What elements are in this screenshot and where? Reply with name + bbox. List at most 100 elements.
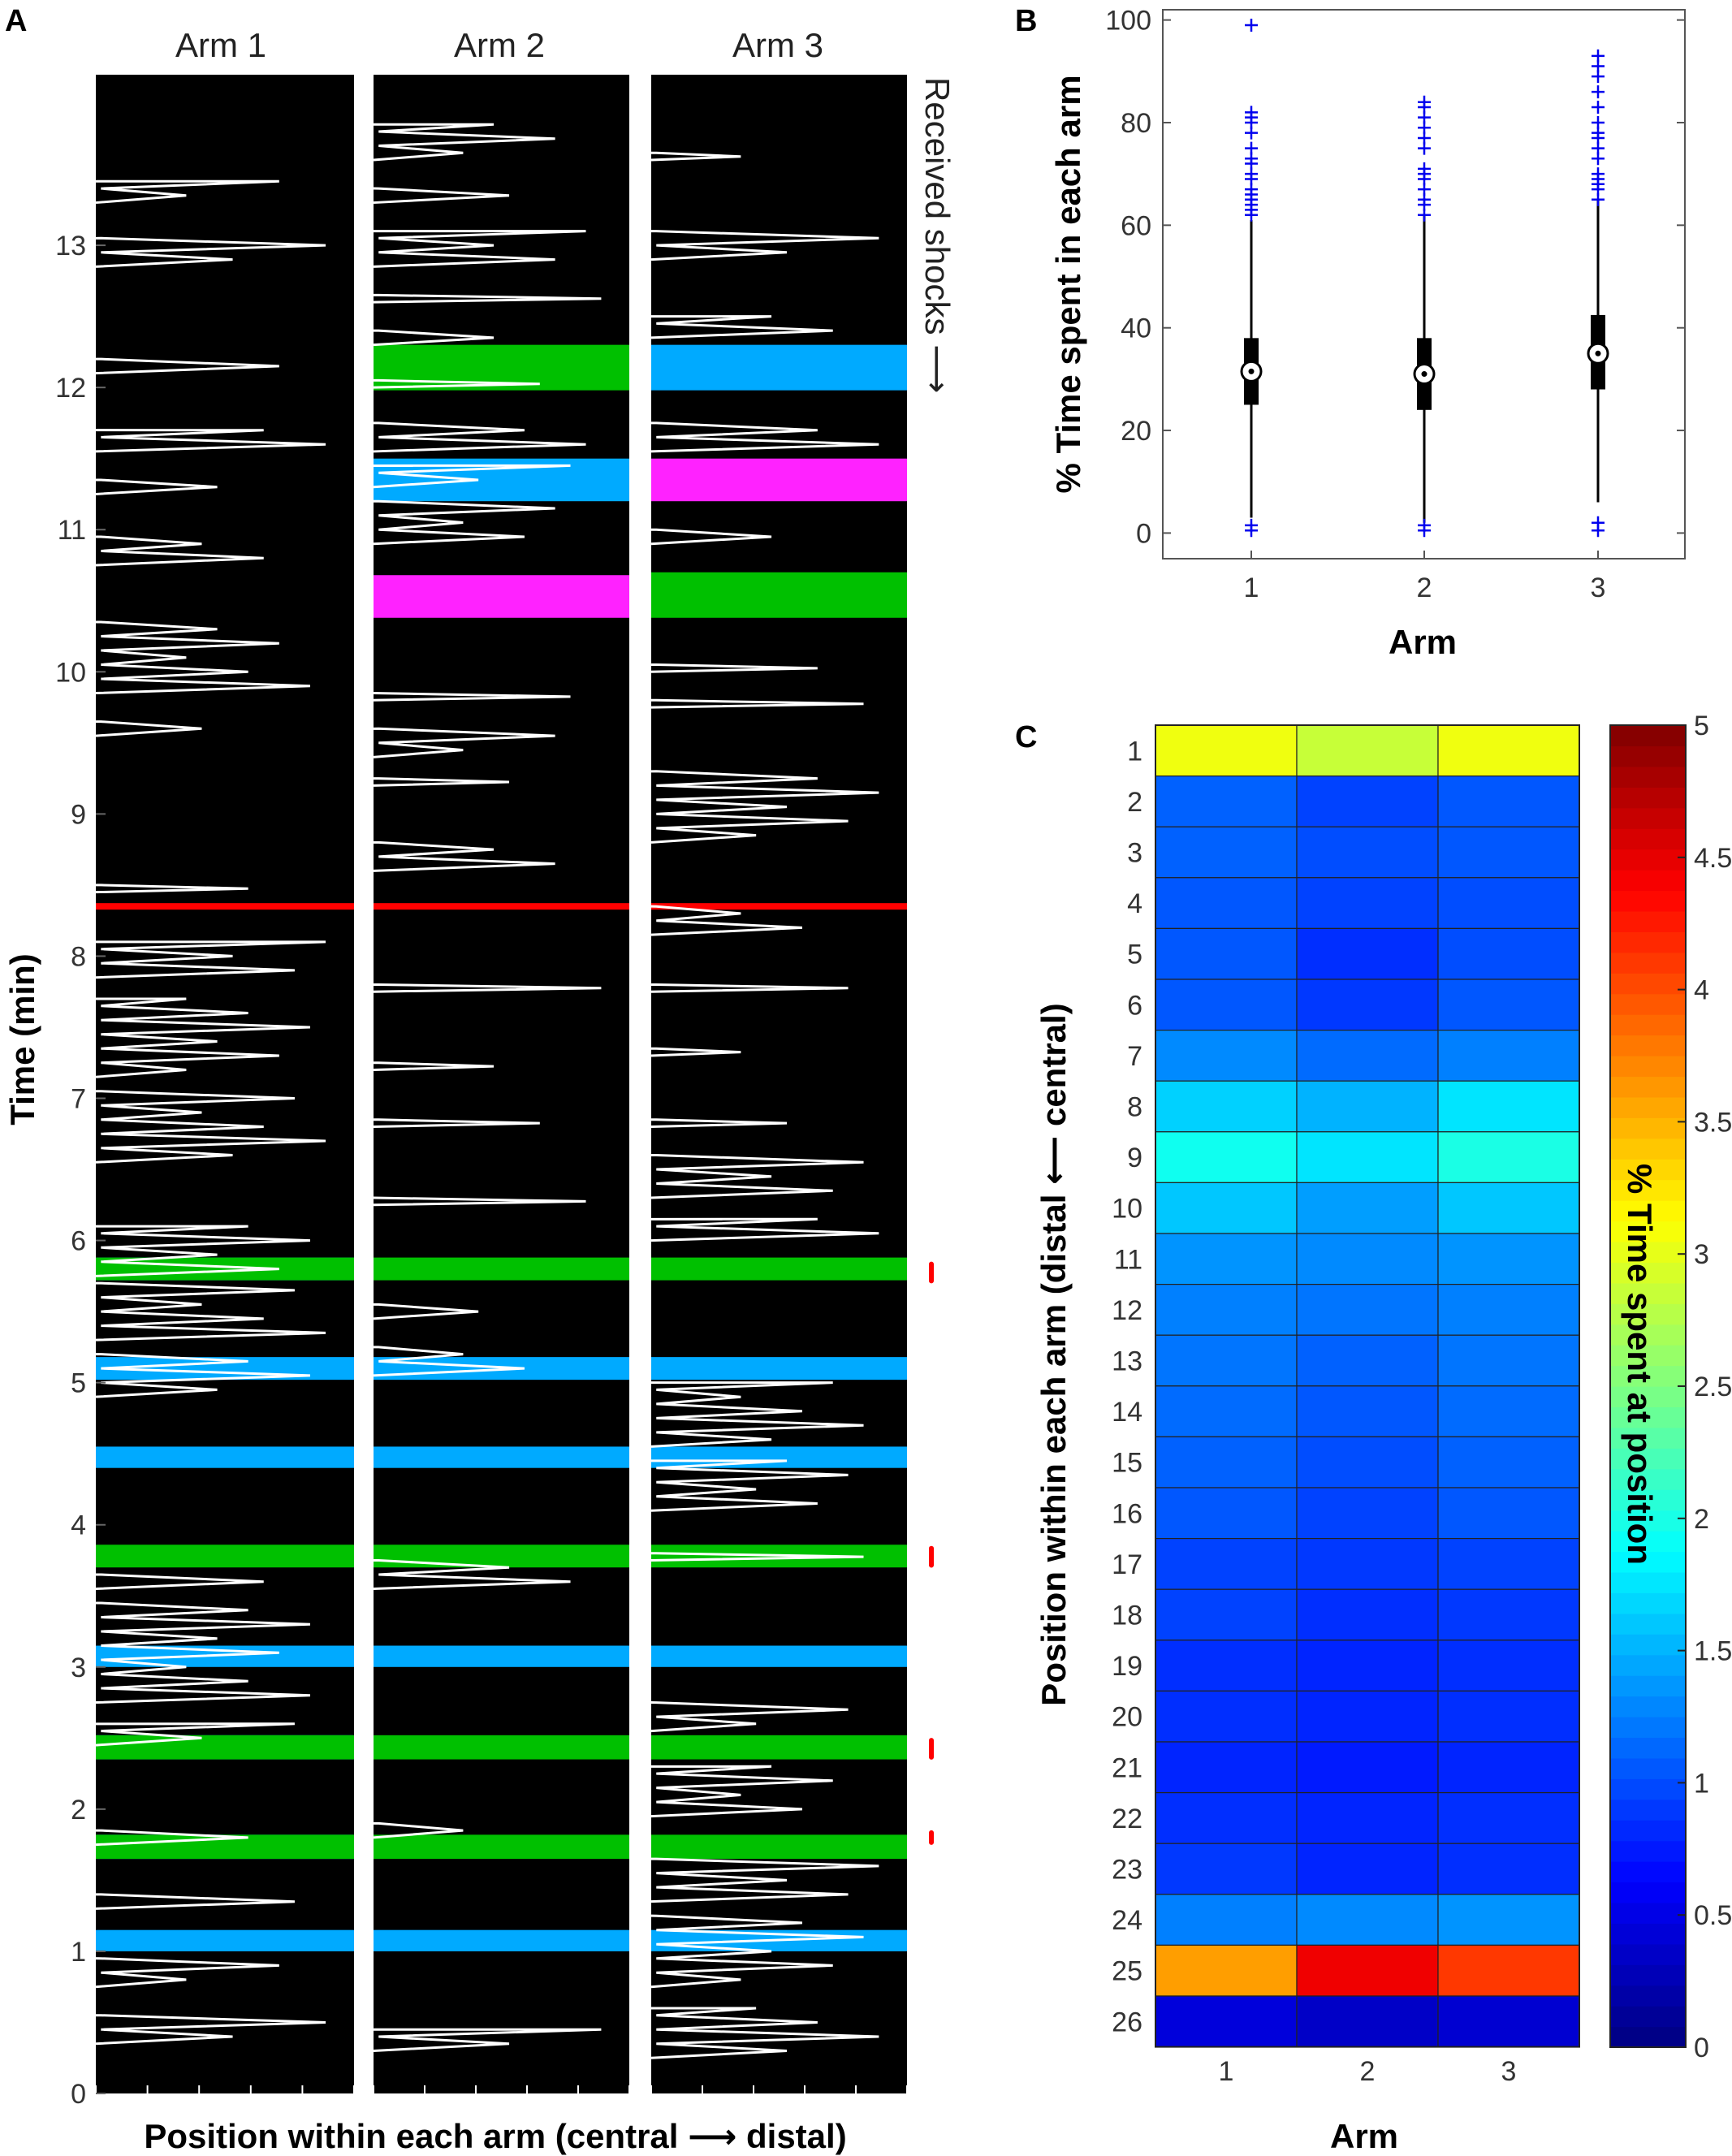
- heatmap-cell: [1155, 877, 1298, 930]
- colorbar-segment: [1610, 1634, 1686, 1656]
- heatmap-row-label: 2: [1127, 787, 1142, 818]
- trajectory-trace: [650, 1381, 864, 1448]
- boxplot-outlier: [1245, 141, 1258, 155]
- boxplot-outlier: [1592, 101, 1605, 114]
- trajectory-trace: [650, 1118, 788, 1129]
- boxplot-outlier: [1592, 516, 1605, 529]
- reward-band: [651, 1834, 907, 1860]
- arm-3-title: Arm 3: [732, 26, 823, 64]
- heatmap-row-label: 25: [1112, 1956, 1142, 1987]
- colorbar-segment: [1610, 1717, 1686, 1739]
- colorbar-segment: [1610, 1076, 1686, 1098]
- colorbar-segment: [1610, 1840, 1686, 1862]
- heatmap-y-label: Position within each arm (distal ⟵ centr…: [1034, 1003, 1073, 1705]
- heatmap-cell: [1296, 1741, 1439, 1794]
- colorbar-segment: [1610, 1799, 1686, 1821]
- trajectory-trace: [650, 2007, 879, 2059]
- heatmap-cell: [1296, 1792, 1439, 1844]
- trajectory-trace: [95, 478, 218, 495]
- heatmap-cell: [1296, 1385, 1439, 1438]
- trajectory-trace: [650, 663, 818, 673]
- boxplot-median-dot: [1248, 368, 1255, 374]
- arm-tracks: [95, 75, 908, 2093]
- colorbar-segment: [1610, 1406, 1686, 1428]
- time-tick-label: 7: [71, 1084, 86, 1115]
- colorbar-segment: [1610, 1117, 1686, 1139]
- heatmap-cell: [1296, 1080, 1439, 1133]
- colorbar-label: % Time spent at position: [1621, 1164, 1659, 1565]
- position-axis-label: Position within each arm (central ⟶ dist…: [144, 2117, 846, 2155]
- heatmap-cell: [1437, 1690, 1580, 1743]
- heatmap-cell: [1437, 1640, 1580, 1692]
- heatmap-cell: [1437, 1944, 1580, 1997]
- trajectory-trace: [95, 1722, 295, 1747]
- time-tick-label: 4: [71, 1510, 86, 1541]
- trajectory-trace: [650, 1701, 849, 1733]
- shock-marker: [929, 1738, 934, 1753]
- colorbar-segment: [1610, 807, 1686, 829]
- protected-band: [374, 1929, 629, 1951]
- colorbar-segment: [1610, 1138, 1686, 1160]
- colorbar-segment: [1610, 1303, 1686, 1325]
- heatmap-x-ticks: 1 2 3: [1219, 2056, 1517, 2087]
- boxplot-y-label: % Time spent in each arm: [1049, 75, 1087, 493]
- heatmap-cell: [1296, 1436, 1439, 1488]
- colorbar-tick-label: 4.5: [1694, 843, 1732, 874]
- trajectory-trace: [650, 1857, 879, 1903]
- colorbar-segment: [1610, 1427, 1686, 1449]
- reward-band: [374, 1257, 629, 1281]
- trajectory-trace: [650, 770, 879, 844]
- time-tick-label: 1: [71, 1937, 86, 1968]
- heatmap-cell: [1155, 1843, 1298, 1895]
- heatmap-row-label: 1: [1127, 736, 1142, 767]
- time-tick-label: 3: [71, 1653, 86, 1683]
- colorbar-segment: [1610, 1964, 1686, 1986]
- boxplot-y-ticks: 0 20 40 60 80 100: [1105, 6, 1685, 549]
- colorbar-segment: [1610, 1861, 1686, 1883]
- heatmap-cell: [1437, 1233, 1580, 1285]
- shock-markers: [929, 1261, 934, 1845]
- trajectory-trace: [650, 905, 802, 936]
- protected-band: [651, 1446, 907, 1468]
- trajectory-trace: [373, 187, 510, 205]
- colorbar-segment: [1610, 1056, 1686, 1078]
- boxplot-median-dot: [1595, 350, 1601, 356]
- heatmap-cell: [1155, 1233, 1298, 1285]
- heatmap-cell: [1296, 724, 1439, 777]
- colorbar-segment: [1610, 1737, 1686, 1759]
- arm-2-title: Arm 2: [454, 26, 545, 64]
- colorbar-segment: [1610, 1571, 1686, 1593]
- heatmap-cell: [1296, 1995, 1439, 2048]
- heatmap-cell: [1296, 1843, 1439, 1895]
- trajectory-trace: [95, 1573, 264, 1590]
- heatmap-cell: [1296, 1894, 1439, 1946]
- heatmap-row-label: 4: [1127, 888, 1142, 919]
- colorbar-segment: [1610, 1654, 1686, 1676]
- heatmap-cell: [1437, 979, 1580, 1031]
- boxplot-outlier: [1418, 95, 1431, 109]
- boxplot-outlier: [1592, 115, 1605, 129]
- reward-band: [651, 1735, 907, 1760]
- shock-marker: [929, 1830, 934, 1845]
- trajectory-trace: [373, 983, 602, 993]
- trajectory-trace: [373, 421, 586, 453]
- heatmap-row-labels: 1234567891011121314151617181920212223242…: [1112, 736, 1142, 2037]
- colorbar-segment: [1610, 1551, 1686, 1573]
- boxplot-outlier: [1418, 162, 1431, 175]
- trajectory-trace: [95, 1893, 295, 1910]
- heatmap-cell: [1437, 826, 1580, 879]
- trajectory-trace: [373, 329, 495, 347]
- colorbar-segment: [1610, 1943, 1686, 1965]
- heatmap-cell: [1437, 1843, 1580, 1895]
- heatmap-row-label: 15: [1112, 1448, 1142, 1479]
- heatmap-row-label: 18: [1112, 1601, 1142, 1631]
- trajectory-trace: [373, 1118, 540, 1129]
- reward-band: [374, 1834, 629, 1860]
- heatmap-cell: [1155, 1385, 1298, 1438]
- heatmap-row-label: 20: [1112, 1702, 1142, 1733]
- trajectory-trace: [373, 499, 555, 546]
- heatmap-cell: [1155, 1487, 1298, 1540]
- colorbar-segment: [1610, 1159, 1686, 1181]
- heatmap-cell: [1155, 1690, 1298, 1743]
